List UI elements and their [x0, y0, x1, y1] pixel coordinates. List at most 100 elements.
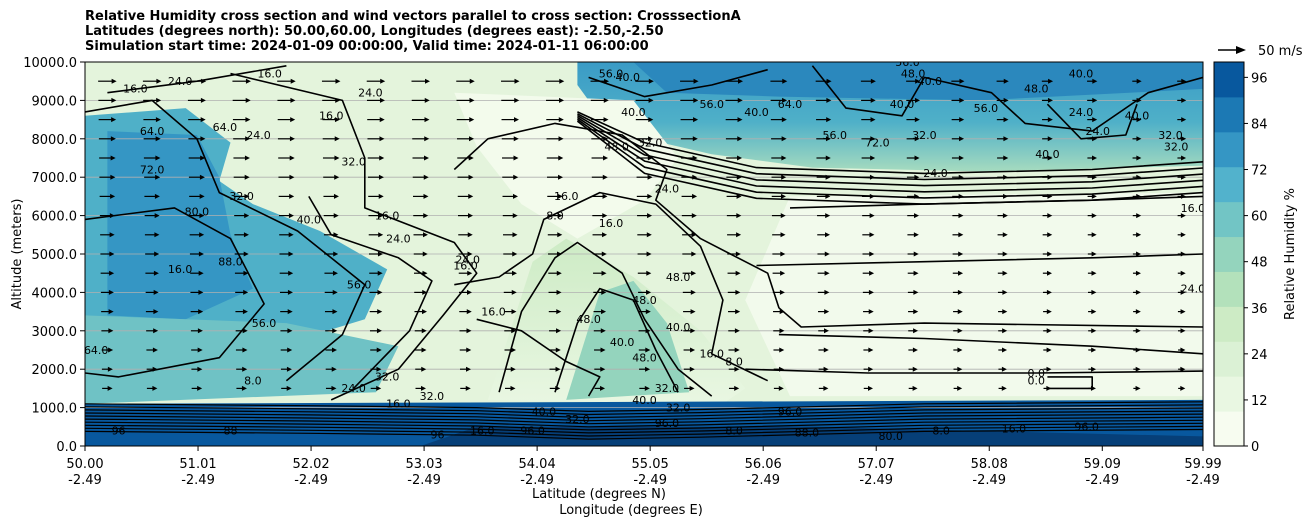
wind-vector-head: [1091, 251, 1097, 257]
wind-vector-head: [511, 328, 517, 334]
wind-vector-head: [289, 193, 295, 199]
wind-vector-head: [378, 213, 384, 219]
wind-vector-head: [781, 174, 787, 180]
contour-west-1: [85, 207, 265, 378]
contour-label: 48.0: [1024, 83, 1049, 96]
wind-vector-head: [737, 78, 743, 84]
wind-vector-head: [111, 78, 117, 84]
wind-vector-head: [780, 193, 786, 199]
wind-vector-head: [334, 155, 340, 161]
contour-boundary-band: [85, 416, 1203, 428]
wind-vector-head: [1046, 289, 1052, 295]
wind-vector-head: [513, 136, 519, 142]
contour-boundary-band: [85, 401, 1203, 412]
wind-vector-head: [737, 136, 743, 142]
wind-vector-head: [377, 309, 383, 315]
wind-vector-head: [152, 347, 158, 353]
wind-vector-head: [691, 270, 697, 276]
contour-label: 8.0: [244, 375, 262, 388]
wind-vector-head: [693, 97, 699, 103]
wind-vector-head: [957, 347, 963, 353]
contour-label: 16.0: [1181, 202, 1206, 215]
wind-vector-head: [778, 385, 784, 391]
wind-vector-head: [824, 309, 830, 315]
wind-vector-head: [1091, 193, 1097, 199]
wind-vector-head: [1091, 289, 1097, 295]
wind-vector-head: [648, 117, 654, 123]
wind-vector-head: [376, 366, 382, 372]
wind-vector-head: [691, 251, 697, 257]
wind-vector-head: [1181, 78, 1187, 84]
contour-label: 32.0: [565, 413, 590, 426]
contour-label: 40.0: [918, 75, 943, 88]
wind-vector-head: [379, 97, 385, 103]
contour-label: 32.0: [912, 129, 937, 142]
contour-label: 96.0: [1074, 421, 1099, 434]
wind-vector-head: [109, 213, 115, 219]
colorbar-swatch: [1214, 376, 1244, 412]
wind-vector-head: [1003, 136, 1009, 142]
wind-vector-head: [648, 97, 654, 103]
wind-vector-head: [781, 136, 787, 142]
wind-vector-head: [1002, 328, 1008, 334]
wind-vector-head: [511, 347, 517, 353]
contour-label: 40.0: [632, 394, 657, 407]
wind-vector-head: [645, 347, 651, 353]
contour-label: 88.0: [795, 426, 820, 439]
wind-vector-head: [1091, 328, 1097, 334]
contour-label: 80.0: [185, 206, 210, 219]
wind-vector-head: [557, 213, 563, 219]
contour-label: 96.0: [520, 424, 545, 437]
contour-label: 80.0: [879, 430, 904, 443]
wind-vector-head: [289, 136, 295, 142]
wind-vector-head: [825, 155, 831, 161]
wind-vector-head: [823, 385, 829, 391]
wind-vector-head: [108, 347, 114, 353]
wind-vector-head: [242, 347, 248, 353]
colorbar-swatch: [1214, 131, 1244, 168]
wind-vector-head: [646, 251, 652, 257]
wind-vector-head: [600, 347, 606, 353]
wind-vector-head: [868, 289, 874, 295]
contour-upper-band: [576, 118, 1203, 199]
wind-vector-head: [868, 309, 874, 315]
wind-vector-head: [1046, 347, 1052, 353]
wind-vector-head: [1047, 270, 1053, 276]
wind-vector-head: [913, 328, 919, 334]
wind-vector-head: [379, 136, 385, 142]
contour-east-4: [789, 195, 1203, 209]
wind-vector-head: [109, 251, 115, 257]
wind-vector-head: [1135, 270, 1141, 276]
contour-label: 40.0: [744, 106, 769, 119]
contour-label: 40.0: [666, 321, 691, 334]
contour-label: 16.0: [599, 217, 624, 230]
wind-vector-head: [514, 78, 520, 84]
wind-vector-head: [644, 385, 650, 391]
contour-label: 40.0: [616, 71, 641, 84]
wind-vector-head: [868, 385, 874, 391]
wind-vector-head: [422, 289, 428, 295]
wind-vector-head: [152, 366, 158, 372]
contour-label: 32.0: [229, 190, 254, 203]
wind-vector-head: [692, 193, 698, 199]
wind-vector-head: [735, 309, 741, 315]
wind-vector-head: [1091, 366, 1097, 372]
contour-mid-3: [454, 191, 769, 382]
colorbar-swatch: [1214, 236, 1244, 272]
wind-vector-head: [1092, 97, 1098, 103]
x-tick-label-longitude: -2.49: [746, 473, 780, 488]
wind-vector-head: [510, 385, 516, 391]
rh-region-east-dry: [745, 192, 1203, 397]
wind-vector-head: [556, 309, 562, 315]
wind-vector-head: [736, 213, 742, 219]
wind-vector-head: [869, 251, 875, 257]
wind-vector-head: [603, 155, 609, 161]
wind-vector-head: [155, 136, 161, 142]
contour-label: 72.0: [865, 136, 890, 149]
wind-vector-head: [914, 193, 920, 199]
contour-upper-band: [576, 116, 1203, 193]
wind-vector-head: [601, 270, 607, 276]
chart-title-line-3: Simulation start time: 2024-01-09 00:00:…: [85, 39, 649, 54]
contour-mid-1: [498, 241, 713, 397]
